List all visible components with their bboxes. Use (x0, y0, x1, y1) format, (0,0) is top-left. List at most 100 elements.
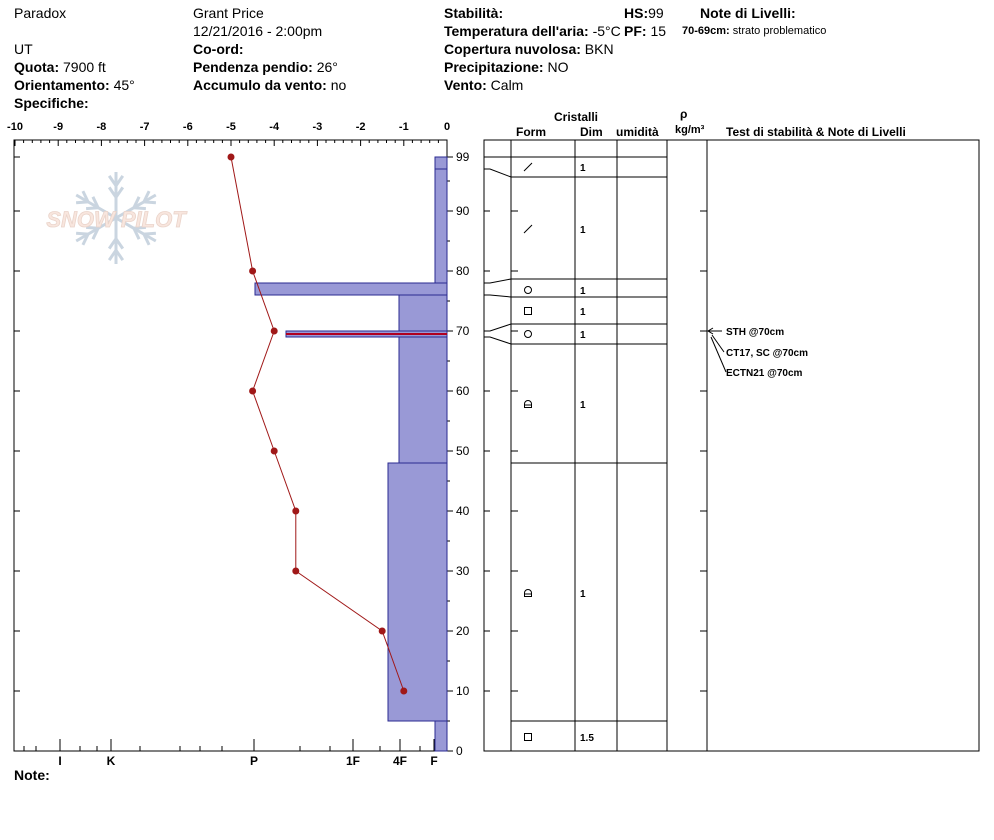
hardness-bar (387, 462, 448, 722)
temperature-point (378, 627, 386, 635)
layer-note-range: 70-69cm: (682, 25, 730, 37)
snowflake-branch (114, 175, 125, 187)
height-tick-label: 20 (456, 624, 470, 638)
snowflake-branch (75, 200, 89, 205)
snowflake-branch (107, 186, 118, 199)
logo-text: SNOW PILOT (46, 207, 187, 232)
crystal-form-circle (524, 330, 532, 338)
snowflake-branch (133, 206, 147, 211)
temp-tick-label: 0 (444, 121, 450, 133)
test-arrow (710, 336, 727, 373)
crystal-form-square (524, 307, 532, 315)
form-header: Form (516, 125, 546, 139)
layer-connector (484, 323, 512, 332)
aspect-label: Orientamento: (14, 77, 110, 93)
hardness-label: F (430, 754, 437, 768)
snowflake-branch (85, 206, 99, 211)
crystal-form-circle (524, 286, 532, 294)
state-code: UT (14, 41, 33, 57)
snowflake-branch (85, 225, 99, 230)
tests-header: Test di stabilità & Note di Livelli (726, 125, 906, 139)
snowpilot-logo: SNOW PILOT (46, 172, 188, 264)
precip-field: Precipitazione: NO (444, 59, 568, 75)
coord-label: Co-ord: (193, 41, 244, 57)
specifics-label: Specifiche: (14, 95, 89, 111)
snowflake-icon (75, 172, 157, 264)
air-temp-field: Temperatura dell'aria: -5°C (444, 23, 621, 39)
aspect-field: Orientamento: 45° (14, 77, 135, 93)
pf-value: 15 (650, 23, 667, 39)
quota-label: Quota: (14, 59, 60, 75)
snowflake-branch (81, 233, 90, 246)
snowflake-branch (133, 225, 147, 230)
wind-load-value: no (330, 77, 347, 93)
snowflake-branch (114, 237, 125, 250)
snowflake-branch (142, 190, 151, 203)
hardness-label: I (58, 754, 61, 768)
crystals-header: Cristalli (554, 110, 599, 124)
layer-connector (484, 336, 512, 345)
cloud-label: Copertura nuvolosa: (444, 41, 581, 57)
crystal-size: 1 (580, 400, 586, 411)
aspect-value: 45° (113, 77, 135, 93)
snowflake-branch (91, 196, 100, 209)
stability-label: Stabilità: (444, 5, 504, 21)
snowflake-branch (107, 237, 118, 250)
precip-value: NO (547, 59, 569, 75)
height-tick-label: 80 (456, 264, 470, 278)
hs-label: HS: (624, 5, 649, 21)
test-arrow (711, 334, 725, 353)
snowflake-branch (114, 186, 125, 199)
slope-field: Pendenza pendio: 26° (193, 59, 338, 75)
temperature-point (249, 267, 257, 275)
height-tick-label: 0 (456, 744, 463, 758)
crystal-size: 1 (580, 225, 586, 236)
test-arrow-head (707, 327, 714, 335)
precip-label: Precipitazione: (444, 59, 544, 75)
snowflake-branch (132, 196, 141, 209)
temp-tick-label: -9 (53, 121, 63, 133)
height-tick-label: 60 (456, 384, 470, 398)
wind-value: Calm (490, 77, 524, 93)
crystal-form-rounded-faceted (524, 589, 532, 597)
hardness-bar (434, 168, 448, 284)
hardness-bar (434, 156, 448, 170)
temperature-point (270, 327, 278, 335)
temperature-point (227, 153, 235, 161)
hardness-label: 1F (346, 754, 360, 768)
stability-test-label: STH @70cm (726, 327, 784, 338)
temperature-line (230, 156, 405, 692)
crystal-size: 1 (580, 307, 586, 318)
crystal-form-rounded-faceted (524, 400, 532, 408)
cloud-value: BKN (584, 41, 614, 57)
snowflake-branch (75, 231, 89, 236)
hardness-bar (398, 294, 448, 332)
hardness-label: P (250, 754, 258, 768)
height-tick-label: 10 (456, 684, 470, 698)
layer-note-text: strato problematico (732, 25, 827, 37)
air-temp-value: -5°C (592, 23, 621, 39)
wind-load-label: Accumulo da vento: (193, 77, 327, 93)
temperature-point (249, 387, 257, 395)
temp-tick-label: -3 (313, 121, 323, 133)
temp-tick-label: -1 (399, 121, 409, 133)
crystal-table: 1 1 1 1 1 1 1 1.5 STH @70cm CT17, SC @70cm ECTN21 … (483, 139, 980, 752)
observation-datetime: 12/21/2016 - 2:00pm (193, 23, 323, 39)
snowflake-branch (107, 249, 118, 261)
height-tick-label: 70 (456, 324, 470, 338)
layer-note-line: 70-69cm: strato problematico (682, 25, 826, 38)
hardness-bar (398, 336, 448, 464)
moisture-header: umidità (616, 125, 659, 139)
snowflake-branch (107, 175, 118, 187)
hardness-bar (434, 720, 448, 752)
snowflake-branch (143, 200, 157, 205)
quota-field: Quota: 7900 ft (14, 59, 106, 75)
hardness-label: K (107, 754, 116, 768)
temperature-point (400, 687, 408, 695)
air-temp-label: Temperatura dell'aria: (444, 23, 589, 39)
location-name: Paradox (14, 5, 67, 21)
slope-label: Pendenza pendio: (193, 59, 313, 75)
layer-connector (484, 294, 512, 298)
temperature-point (292, 567, 300, 575)
snowflake-branch (81, 190, 90, 203)
